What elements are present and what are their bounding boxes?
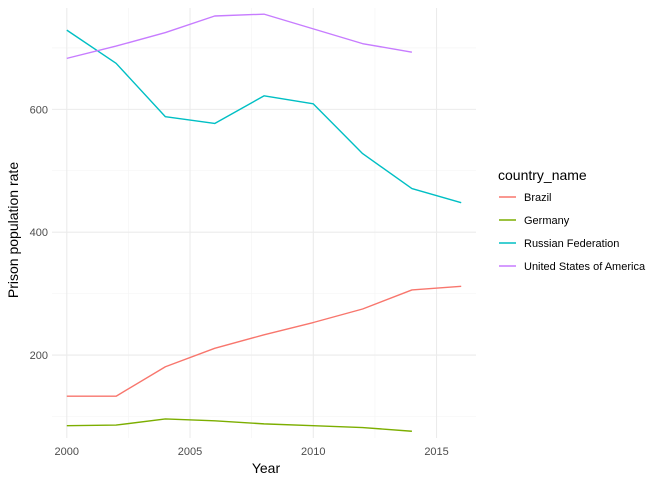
y-tick-label: 600 — [30, 104, 48, 116]
series-line-united-states-of-america — [66, 13, 413, 60]
legend-label: Brazil — [524, 192, 552, 204]
y-axis-ticks: 200 400 600 — [30, 104, 48, 362]
x-tick-label: 2015 — [424, 446, 448, 458]
x-tick-label: 2005 — [178, 446, 202, 458]
x-tick-label: 2010 — [301, 446, 325, 458]
legend-item-brazil: Brazil — [499, 192, 552, 204]
legend-label: Germany — [524, 215, 570, 227]
legend-label: United States of America — [524, 261, 646, 273]
x-axis-ticks: 2000 2005 2010 2015 — [55, 446, 449, 458]
legend-label: Russian Federation — [524, 238, 619, 250]
plot-series — [66, 13, 462, 432]
legend-items: Brazil Germany Russian Federation United St… — [499, 192, 646, 273]
grid — [52, 8, 476, 438]
x-axis-title: Year — [252, 460, 281, 476]
y-axis-title: Prison population rate — [5, 162, 21, 298]
series-line-brazil — [66, 285, 462, 397]
legend-item-russian-federation: Russian Federation — [499, 238, 619, 250]
y-tick-label: 200 — [30, 350, 48, 362]
series-line-germany — [66, 418, 412, 432]
series-line-russian-federation — [66, 29, 462, 204]
y-tick-label: 400 — [30, 227, 48, 239]
legend-title: country_name — [498, 167, 587, 183]
legend: country_name Brazil Germany Russian Federa… — [498, 167, 646, 273]
x-tick-label: 2000 — [55, 446, 79, 458]
legend-item-united-states-of-america: United States of America — [499, 261, 646, 273]
legend-item-germany: Germany — [499, 215, 570, 227]
